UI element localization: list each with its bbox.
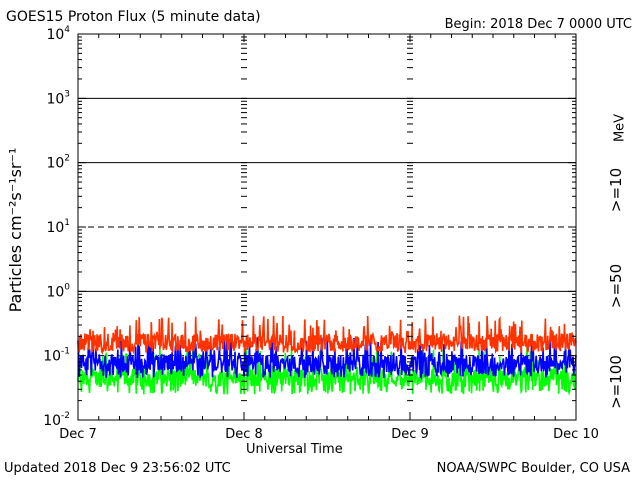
x-tick-label: Dec 7 (59, 427, 97, 442)
y-tick-label: 102 (46, 154, 70, 172)
y-axis-label: Particles cm⁻²s⁻¹sr⁻¹ (6, 147, 25, 313)
legend-100mev: >=100 (607, 355, 625, 409)
y-tick-label: 100 (46, 282, 70, 300)
y-tick-label: 10-1 (43, 347, 70, 365)
y-tick-label: 103 (46, 89, 70, 107)
series-line-10mev (77, 315, 577, 356)
credit-text: NOAA/SWPC Boulder, CO USA (436, 461, 630, 476)
x-axis-label: Universal Time (246, 442, 343, 457)
y-tick-label: 104 (46, 25, 70, 43)
axis-ticks (77, 33, 577, 421)
legend-50mev: >=50 (607, 263, 625, 309)
x-tick-label: Dec 10 (553, 427, 599, 442)
series-line-50mev (77, 336, 577, 381)
begin-time: Begin: 2018 Dec 7 0000 UTC (444, 17, 632, 32)
legend-10mev: >=10 (607, 167, 625, 213)
chart-title: GOES15 Proton Flux (5 minute data) (6, 9, 261, 25)
y-tick-label: 101 (46, 218, 70, 236)
updated-timestamp: Updated 2018 Dec 9 23:56:02 UTC (4, 461, 231, 476)
x-tick-label: Dec 8 (225, 427, 263, 442)
grid-lines (78, 97, 576, 357)
legend-unit: MeV (612, 113, 628, 143)
series-line-100mev (77, 346, 577, 396)
x-tick-labels: Dec 7 Dec 8 Dec 9 Dec 10 (59, 427, 599, 442)
x-tick-label: Dec 9 (391, 427, 429, 442)
series-layer (77, 315, 577, 396)
